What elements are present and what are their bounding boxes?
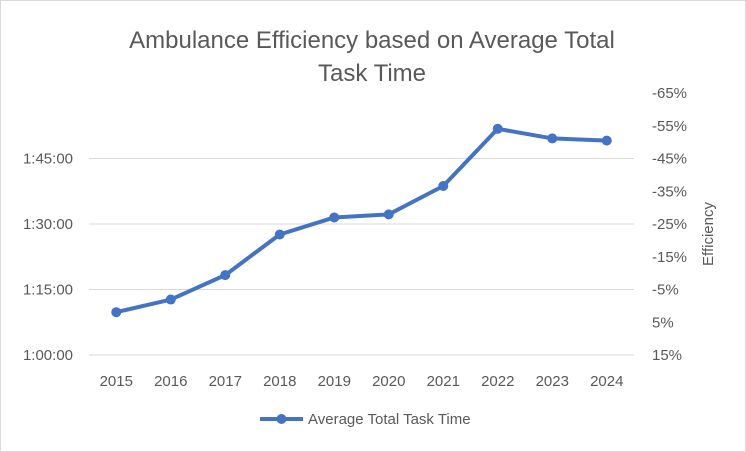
secondary-y-tick-label: -25% [652,216,687,233]
data-point [329,212,340,223]
secondary-y-tick-label: -15% [652,249,687,266]
data-point [111,307,122,318]
x-tick-label: 2015 [100,373,133,390]
primary-y-tick-label: 1:00:00 [23,347,73,364]
gridlines [89,158,634,356]
secondary-y-tick-label: -55% [652,118,687,135]
x-tick-label: 2019 [318,373,351,390]
primary-y-tick-label: 1:30:00 [23,216,73,233]
legend: Average Total Task Time [260,411,471,428]
data-point [383,209,394,220]
secondary-y-tick-label: -5% [652,282,679,299]
data-point [492,123,503,134]
legend-label: Average Total Task Time [308,411,471,428]
primary-y-tick-label: 1:15:00 [23,282,73,299]
data-point [547,133,558,144]
legend-point-marker [276,414,287,424]
secondary-y-tick-label: 15% [652,347,682,364]
x-tick-label: 2016 [154,373,187,390]
primary-y-axis-ticks: 1:00:00 1:15:00 1:30:00 1:45:00 [23,151,73,365]
x-tick-label: 2024 [590,373,623,390]
x-tick-label: 2018 [263,373,296,390]
x-tick-label: 2022 [481,373,514,390]
secondary-y-axis-ticks: 15% 5% -5% -15% -25% -35% -45% -55% -65% [652,85,687,364]
secondary-y-tick-label: -45% [652,151,687,168]
x-tick-label: 2023 [536,373,569,390]
secondary-y-axis-title: Efficiency [700,202,717,266]
data-point [274,229,285,240]
x-tick-label: 2020 [372,373,405,390]
primary-y-tick-label: 1:45:00 [23,151,73,168]
data-point [220,270,231,281]
series-average-total-task-time [111,123,612,318]
chart-title-line-1: Ambulance Efficiency based on Average To… [129,27,615,54]
data-point [165,294,176,305]
x-tick-label: 2017 [209,373,242,390]
x-axis-ticks: 2015 2016 2017 2018 2019 2020 2021 2022 2023 2024 [100,373,624,390]
secondary-y-tick-label: -65% [652,85,687,102]
x-tick-label: 2021 [427,373,460,390]
data-point [601,135,612,146]
chart-title-line-2: Task Time [318,60,426,87]
series-line [114,126,609,315]
secondary-y-tick-label: 5% [652,314,674,331]
secondary-y-tick-label: -35% [652,183,687,200]
data-point [438,181,449,192]
